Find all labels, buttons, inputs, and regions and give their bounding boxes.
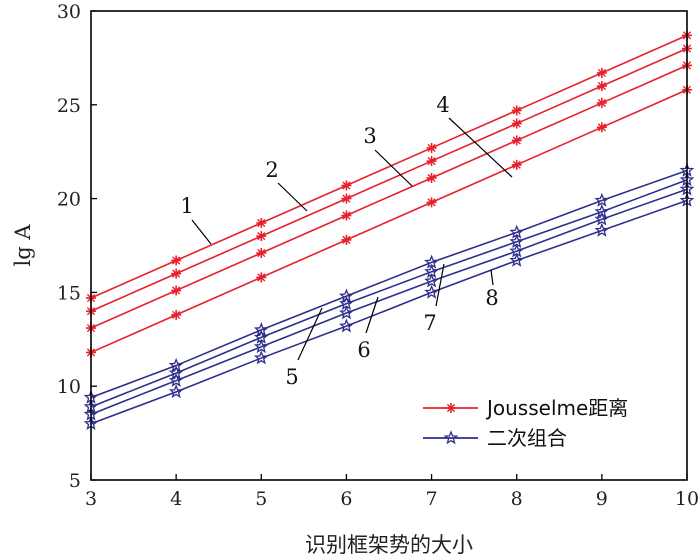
series-7-point-4 <box>424 273 439 288</box>
series-7-point-6 <box>594 211 610 226</box>
y-tick-label: 25 <box>57 95 81 117</box>
series-1-point-5 <box>511 105 522 116</box>
series-3-point-5 <box>511 135 522 146</box>
curve-label-leader-4 <box>448 117 513 178</box>
y-tick-label: 30 <box>57 1 81 23</box>
y-tick-label: 20 <box>57 189 81 211</box>
x-tick-label: 5 <box>255 488 267 510</box>
series-line-3 <box>90 64 688 329</box>
series-7-point-1 <box>168 372 184 387</box>
series-2-point-6 <box>596 81 607 92</box>
series-1-point-4 <box>426 142 437 153</box>
curve-label-leader-2 <box>277 182 308 212</box>
series-8-point-3 <box>339 318 354 333</box>
legend-marker-1 <box>443 430 459 445</box>
series-5-point-6 <box>594 192 610 207</box>
x-tick-label: 8 <box>511 488 523 510</box>
series-4-point-4 <box>426 197 437 208</box>
legend-label-0: Jousselme距离 <box>485 396 628 420</box>
series-3-point-4 <box>426 172 437 183</box>
series-line-8 <box>90 199 688 425</box>
plot-frame <box>90 10 688 481</box>
curve-label-7: 7 <box>423 311 436 335</box>
series-3-point-6 <box>596 97 607 108</box>
series-3-point-2 <box>256 248 267 259</box>
legend-marker-0 <box>446 403 456 413</box>
series-1-point-1 <box>171 255 182 266</box>
y-tick-label: 10 <box>57 376 81 398</box>
y-tick-label: 15 <box>57 282 81 304</box>
curve-label-leader-7 <box>435 263 445 307</box>
series-line-1 <box>90 34 688 299</box>
series-4-point-5 <box>511 159 522 170</box>
x-tick-label: 10 <box>675 488 699 510</box>
series-8-point-4 <box>424 284 439 299</box>
series-1-point-6 <box>596 67 607 78</box>
x-axis-title: 识别框架势的大小 <box>305 533 473 557</box>
series-4-point-3 <box>341 234 352 245</box>
series-8-point-6 <box>594 222 610 237</box>
series-4-point-6 <box>596 122 607 133</box>
curve-label-1: 1 <box>180 194 193 218</box>
curve-label-leader-3 <box>374 149 413 187</box>
series-8-point-2 <box>253 350 269 365</box>
series-1-point-3 <box>341 180 352 191</box>
series-line-4 <box>90 89 688 354</box>
series-2-point-5 <box>511 118 522 129</box>
curve-label-2: 2 <box>265 158 278 182</box>
series-line-6 <box>90 179 688 408</box>
series-line-5 <box>90 169 688 399</box>
curve-label-5: 5 <box>285 365 298 389</box>
y-axis-title: lg A <box>11 224 35 267</box>
series-2-point-1 <box>171 268 182 279</box>
series-8-point-5 <box>509 252 525 267</box>
x-tick-label: 3 <box>85 488 97 510</box>
x-tick-label: 6 <box>340 488 352 510</box>
curve-label-4: 4 <box>436 93 449 117</box>
series-line-2 <box>90 47 688 312</box>
series-4-point-1 <box>171 309 182 320</box>
curve-label-8: 8 <box>485 286 498 310</box>
series-4-point-2 <box>256 272 267 283</box>
x-tick-label: 4 <box>170 488 182 510</box>
series-1-point-2 <box>256 217 267 228</box>
y-tick-label: 5 <box>69 470 81 492</box>
curve-label-leader-6 <box>365 296 379 334</box>
series-7-point-2 <box>253 339 269 354</box>
curve-label-leader-1 <box>191 219 212 245</box>
series-3-point-1 <box>171 285 182 296</box>
series-7-point-3 <box>339 305 354 320</box>
curve-label-leader-5 <box>297 307 323 361</box>
series-2-point-4 <box>426 156 437 167</box>
x-tick-label: 9 <box>596 488 608 510</box>
curve-label-leader-8 <box>490 269 494 286</box>
series-2-point-3 <box>341 193 352 204</box>
series-8-point-1 <box>168 384 184 399</box>
curve-label-6: 6 <box>357 338 370 362</box>
legend-label-1: 二次组合 <box>487 426 567 450</box>
series-3-point-3 <box>341 210 352 221</box>
curve-label-3: 3 <box>363 124 376 148</box>
x-tick-label: 7 <box>426 488 438 510</box>
series-line-7 <box>90 188 688 416</box>
series-2-point-2 <box>256 231 267 242</box>
